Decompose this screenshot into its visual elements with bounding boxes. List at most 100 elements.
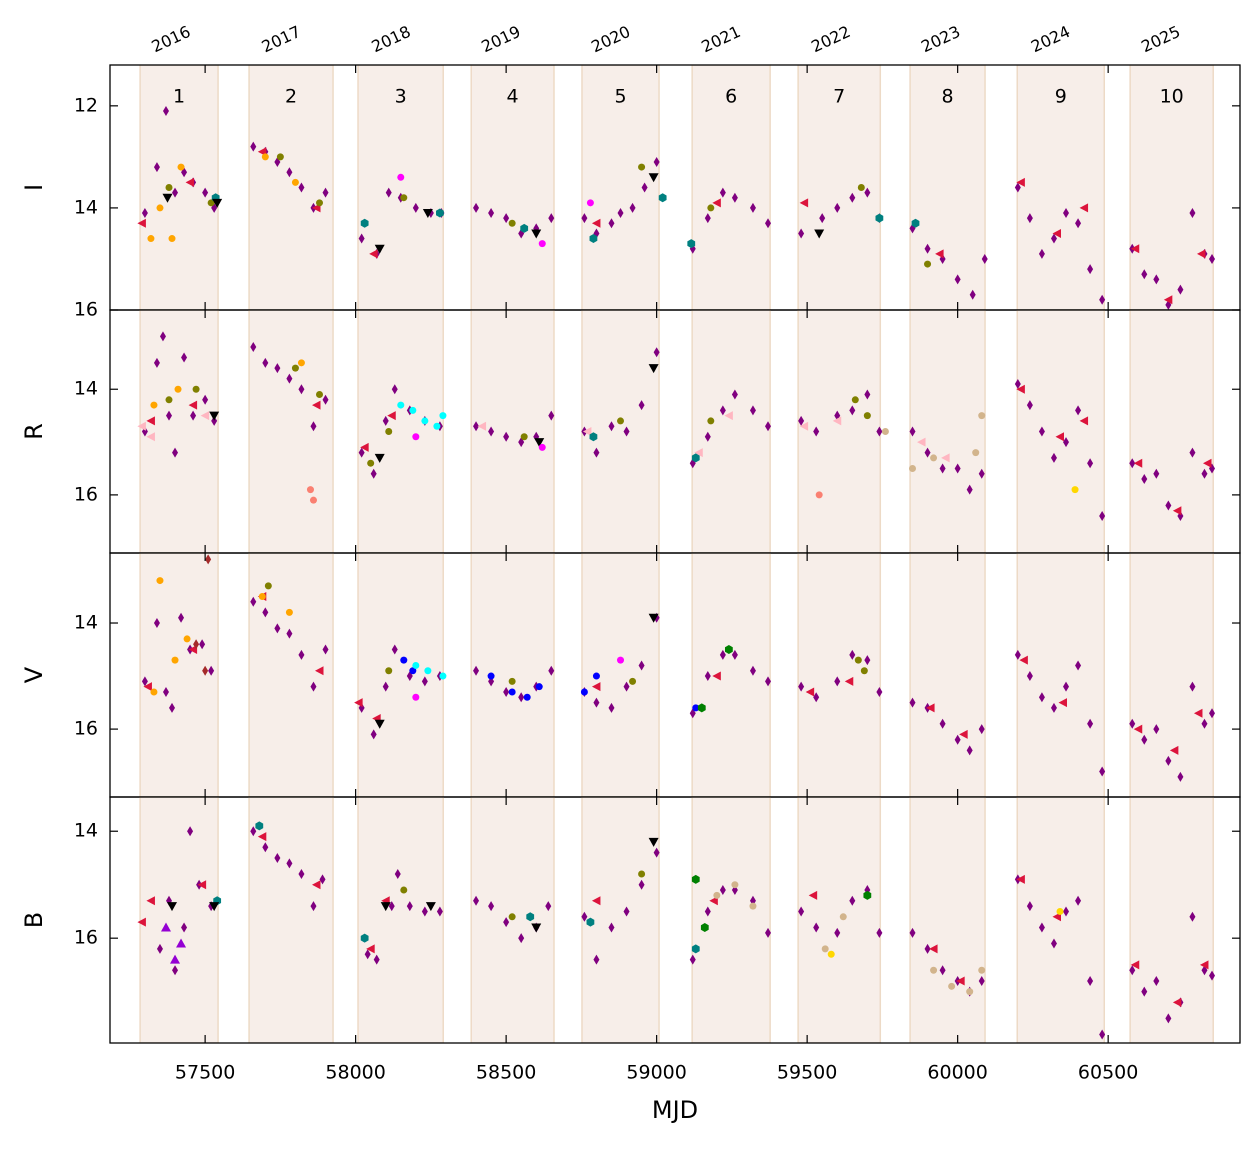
data-point — [374, 453, 385, 463]
data-point — [749, 405, 756, 416]
data-point — [211, 415, 218, 426]
data-point — [954, 274, 961, 285]
data-point — [839, 913, 847, 921]
data-point — [731, 881, 739, 889]
data-point — [1050, 233, 1057, 244]
data-point — [150, 688, 158, 696]
data-point — [700, 922, 709, 932]
season-band — [248, 310, 334, 553]
data-point — [724, 411, 733, 421]
year-label: 2016 — [149, 22, 194, 56]
data-point — [1165, 1013, 1172, 1024]
data-point — [798, 906, 805, 917]
data-point — [1099, 1029, 1106, 1040]
data-point — [190, 410, 197, 421]
data-point — [146, 896, 155, 906]
season-band — [357, 553, 444, 797]
data-point — [629, 677, 637, 685]
data-point — [1163, 295, 1173, 305]
data-point — [959, 729, 968, 739]
data-point — [638, 879, 645, 890]
data-point — [412, 693, 420, 701]
data-point — [137, 421, 146, 431]
data-point — [1050, 452, 1057, 463]
data-point — [582, 427, 592, 436]
data-point — [421, 906, 428, 917]
data-point — [1014, 182, 1021, 193]
data-point — [526, 912, 535, 922]
data-point — [687, 239, 696, 249]
data-point — [844, 676, 854, 686]
season-band — [909, 310, 986, 553]
data-point — [832, 416, 842, 426]
data-point — [697, 703, 706, 713]
panel — [137, 797, 1216, 1043]
data-point — [162, 686, 169, 697]
data-point — [141, 676, 148, 687]
data-point — [298, 649, 305, 660]
data-point — [1087, 458, 1094, 469]
data-point — [1058, 698, 1068, 708]
data-point — [1169, 745, 1179, 755]
data-point — [316, 199, 324, 207]
data-point — [473, 895, 480, 906]
data-point — [653, 847, 660, 858]
data-point — [394, 869, 401, 880]
data-point — [765, 676, 772, 687]
data-point — [400, 194, 408, 202]
panel — [137, 310, 1216, 553]
season-band — [1129, 65, 1214, 310]
data-point — [765, 927, 772, 938]
data-point — [954, 734, 961, 745]
data-point — [857, 184, 865, 191]
data-point — [208, 665, 215, 676]
data-point — [143, 682, 152, 692]
data-point — [172, 447, 179, 458]
data-point — [704, 671, 711, 682]
data-point — [1063, 437, 1070, 448]
data-point — [274, 852, 281, 863]
data-point — [257, 832, 267, 842]
data-point — [503, 213, 510, 224]
season-band — [248, 797, 334, 1043]
data-point — [1209, 253, 1216, 264]
data-point — [1129, 458, 1136, 469]
data-point — [523, 693, 531, 701]
season-label: 3 — [395, 86, 407, 108]
season-band — [691, 310, 771, 553]
season-band — [470, 65, 555, 310]
panel — [137, 65, 1216, 310]
data-point — [586, 917, 595, 927]
data-point — [854, 656, 862, 664]
data-point — [298, 384, 305, 395]
data-point — [592, 672, 600, 680]
data-point — [167, 902, 178, 912]
data-point — [1209, 708, 1216, 719]
data-point — [400, 886, 408, 894]
season-label: 8 — [942, 86, 954, 108]
season-label: 5 — [614, 86, 626, 108]
season-label: 10 — [1160, 86, 1184, 108]
season-band — [248, 553, 334, 797]
data-point — [981, 253, 988, 264]
data-point — [315, 666, 324, 676]
data-point — [765, 421, 772, 432]
data-point — [924, 260, 932, 268]
x-axis-label: MJD — [652, 1096, 698, 1124]
data-point — [262, 842, 269, 853]
data-point — [1177, 284, 1184, 295]
data-point — [749, 202, 756, 213]
data-point — [648, 364, 659, 374]
y-tick-label: 16 — [74, 483, 98, 505]
data-point — [930, 966, 938, 974]
data-point — [813, 922, 820, 933]
data-point — [798, 228, 805, 239]
data-point — [1099, 766, 1106, 777]
data-point — [1201, 468, 1208, 479]
data-point — [617, 208, 624, 219]
data-point — [176, 938, 187, 948]
data-point — [370, 468, 377, 479]
data-point — [724, 645, 733, 655]
data-point — [298, 182, 305, 193]
data-point — [658, 193, 667, 203]
